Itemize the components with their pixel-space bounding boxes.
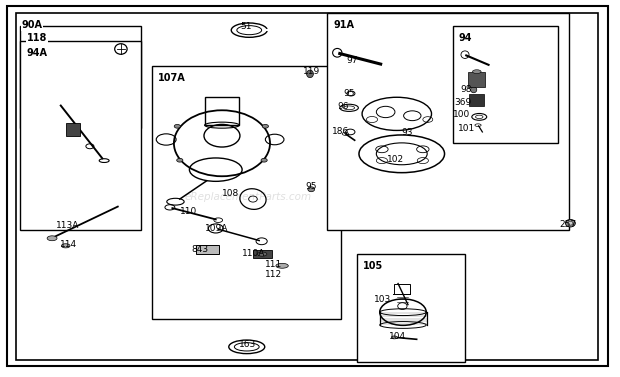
Text: 102: 102 <box>387 155 404 164</box>
Ellipse shape <box>177 158 183 162</box>
Ellipse shape <box>471 87 477 93</box>
Text: 369: 369 <box>454 98 471 107</box>
Ellipse shape <box>472 70 481 74</box>
Ellipse shape <box>276 263 288 268</box>
Text: 51: 51 <box>241 22 252 31</box>
Bar <box>253 250 272 258</box>
Bar <box>196 245 219 254</box>
Text: 100: 100 <box>453 110 470 120</box>
Text: 110A: 110A <box>242 249 265 258</box>
Ellipse shape <box>47 236 57 241</box>
Text: 114: 114 <box>60 240 77 249</box>
Ellipse shape <box>174 124 180 128</box>
Text: 111: 111 <box>265 260 283 269</box>
Text: 118: 118 <box>27 33 47 43</box>
Ellipse shape <box>306 70 314 78</box>
Ellipse shape <box>391 336 397 339</box>
Text: 96: 96 <box>337 102 349 111</box>
Ellipse shape <box>568 221 573 225</box>
Text: 119: 119 <box>303 67 320 76</box>
Bar <box>152 66 341 319</box>
Ellipse shape <box>308 187 315 192</box>
Text: 186: 186 <box>332 127 350 136</box>
Bar <box>20 41 141 230</box>
Bar <box>20 26 141 128</box>
Text: 107A: 107A <box>158 73 186 83</box>
Text: 109A: 109A <box>205 224 228 233</box>
Ellipse shape <box>565 219 575 227</box>
Bar <box>468 72 485 87</box>
Text: 90A: 90A <box>22 20 43 30</box>
Text: 101: 101 <box>458 124 475 133</box>
Bar <box>469 94 484 106</box>
Text: 97: 97 <box>346 56 358 65</box>
Ellipse shape <box>61 244 70 248</box>
Text: 93: 93 <box>402 128 414 137</box>
Text: 103: 103 <box>374 295 391 304</box>
Text: 108: 108 <box>222 188 239 198</box>
Ellipse shape <box>258 252 267 256</box>
Bar <box>205 97 239 125</box>
Text: 94A: 94A <box>27 48 48 58</box>
Text: 110: 110 <box>180 207 197 216</box>
Bar <box>327 13 569 230</box>
Text: 105: 105 <box>363 261 383 271</box>
Text: 112: 112 <box>265 270 283 279</box>
Text: 95: 95 <box>305 182 317 191</box>
Text: 95: 95 <box>343 89 355 98</box>
Bar <box>66 123 80 136</box>
Ellipse shape <box>262 124 268 128</box>
Text: 104: 104 <box>389 332 407 341</box>
Bar <box>453 26 558 143</box>
Text: eReplacementParts.com: eReplacementParts.com <box>184 192 312 202</box>
Bar <box>394 284 410 294</box>
Text: 163: 163 <box>239 340 256 349</box>
Text: 94: 94 <box>459 33 472 43</box>
Ellipse shape <box>261 158 267 162</box>
Text: 843: 843 <box>191 245 208 254</box>
Text: 91A: 91A <box>334 20 355 30</box>
Bar <box>356 254 465 362</box>
Text: 257: 257 <box>559 220 577 229</box>
Text: 98: 98 <box>460 85 472 94</box>
Text: 113A: 113A <box>56 221 79 230</box>
